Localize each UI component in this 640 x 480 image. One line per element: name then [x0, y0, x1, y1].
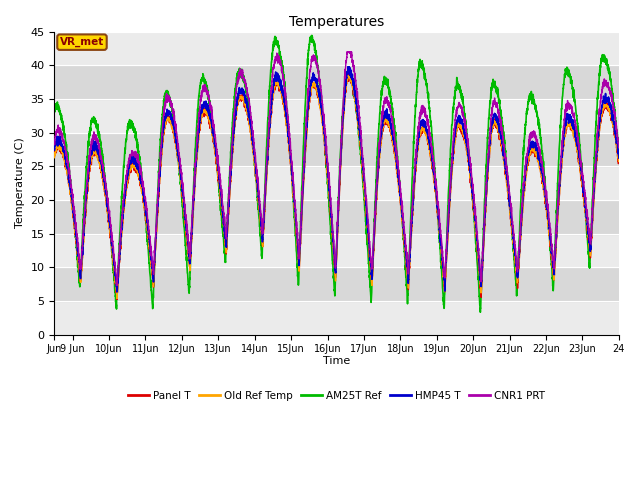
HMP45 T [51, 147, 58, 153]
Old Ref Temp [51, 155, 58, 161]
Panel T [461, 139, 468, 144]
AM25T Ref [570, 86, 577, 92]
AM25T Ref [461, 112, 468, 118]
Bar [54, 166, 619, 200]
HMP45 T [344, 64, 352, 70]
AM25T Ref [308, 33, 316, 38]
CNR1 PRT [615, 145, 623, 151]
HMP45 T [292, 222, 300, 228]
Old Ref Temp [319, 125, 326, 131]
AM25T Ref [319, 114, 326, 120]
Old Ref Temp [615, 158, 623, 164]
CNR1 PRT [288, 158, 296, 164]
Panel T [113, 297, 121, 302]
Panel T [292, 227, 300, 232]
Bar [54, 99, 619, 132]
CNR1 PRT [343, 49, 351, 55]
Panel T [615, 159, 623, 165]
AM25T Ref [477, 310, 484, 315]
AM25T Ref [287, 168, 295, 174]
HMP45 T [288, 168, 296, 174]
CNR1 PRT [51, 137, 58, 143]
Bar [54, 32, 619, 65]
Bar [54, 132, 619, 166]
Old Ref Temp [113, 296, 121, 301]
CNR1 PRT [292, 216, 300, 222]
Line: Panel T: Panel T [54, 73, 619, 300]
Line: HMP45 T: HMP45 T [54, 67, 619, 292]
CNR1 PRT [570, 112, 577, 118]
HMP45 T [319, 115, 326, 120]
HMP45 T [461, 129, 468, 134]
Old Ref Temp [461, 137, 468, 143]
Title: Temperatures: Temperatures [289, 15, 384, 29]
Panel T [570, 131, 577, 137]
Panel T [598, 114, 605, 120]
HMP45 T [570, 126, 577, 132]
Old Ref Temp [288, 172, 296, 178]
CNR1 PRT [461, 117, 468, 123]
Text: VR_met: VR_met [60, 37, 104, 48]
Panel T [51, 153, 58, 159]
Panel T [288, 172, 296, 178]
X-axis label: Time: Time [323, 356, 350, 366]
Old Ref Temp [598, 111, 605, 117]
Panel T [319, 123, 326, 129]
Bar [54, 65, 619, 99]
AM25T Ref [615, 154, 623, 159]
Bar [54, 301, 619, 335]
Old Ref Temp [570, 132, 577, 137]
Line: CNR1 PRT: CNR1 PRT [54, 52, 619, 286]
AM25T Ref [292, 240, 300, 246]
Line: Old Ref Temp: Old Ref Temp [54, 76, 619, 299]
Panel T [346, 71, 353, 76]
CNR1 PRT [598, 90, 605, 96]
Old Ref Temp [344, 73, 352, 79]
Old Ref Temp [292, 228, 300, 234]
Bar [54, 234, 619, 267]
Legend: Panel T, Old Ref Temp, AM25T Ref, HMP45 T, CNR1 PRT: Panel T, Old Ref Temp, AM25T Ref, HMP45 … [124, 387, 549, 405]
Line: AM25T Ref: AM25T Ref [54, 36, 619, 312]
Bar [54, 267, 619, 301]
CNR1 PRT [113, 283, 121, 288]
AM25T Ref [51, 107, 58, 113]
Y-axis label: Temperature (C): Temperature (C) [15, 138, 25, 228]
HMP45 T [615, 155, 623, 161]
AM25T Ref [598, 57, 605, 63]
HMP45 T [113, 289, 121, 295]
HMP45 T [598, 104, 605, 109]
Bar [54, 200, 619, 234]
CNR1 PRT [319, 103, 326, 108]
